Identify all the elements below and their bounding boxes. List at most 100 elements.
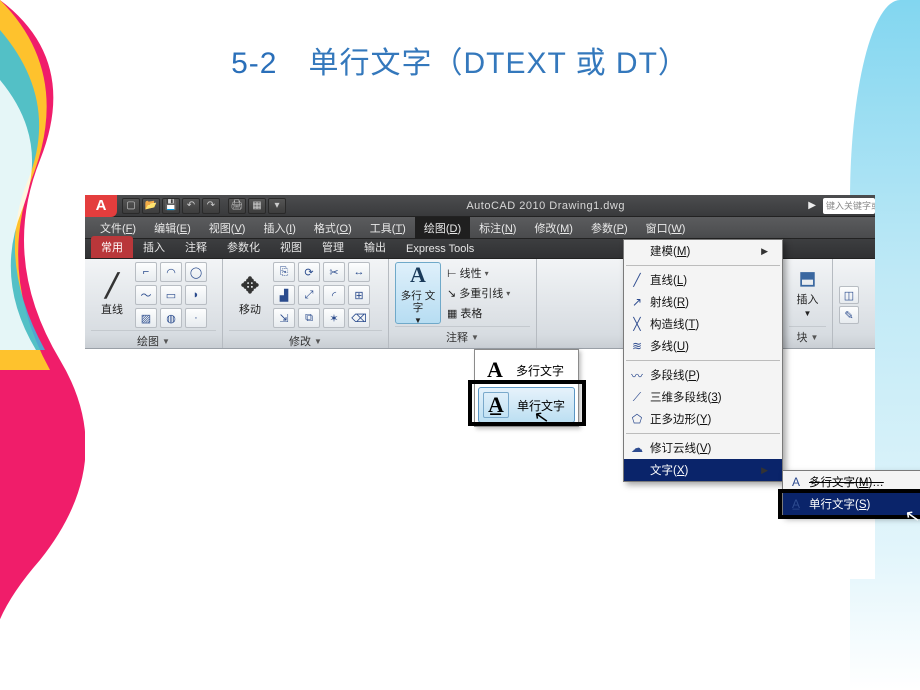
- submenu-item-label: 单行文字(S): [809, 496, 870, 512]
- create-block-icon[interactable]: ◫: [839, 286, 859, 304]
- rotate-icon[interactable]: ⟳: [298, 262, 320, 282]
- ribbon-tab[interactable]: 管理: [312, 236, 354, 258]
- scale-icon[interactable]: ⤢: [298, 285, 320, 305]
- menu-item-icon: ↗: [624, 295, 650, 309]
- menu-item[interactable]: 修改(M): [525, 217, 582, 239]
- dropdown-item-mtext[interactable]: A 多行文字: [478, 353, 575, 387]
- panel-annotate: A 多行 文字 ▼ ⊢ 线性 ▾ ↘ 多重引线 ▾ ▦ 表格 注释▼: [389, 259, 537, 348]
- menu-item-label: 多段线(P): [650, 367, 700, 383]
- trim-icon[interactable]: ✂: [323, 262, 345, 282]
- menu-item[interactable]: ≋多线(U): [624, 335, 782, 357]
- extend-icon[interactable]: ↔: [348, 262, 370, 282]
- array-icon[interactable]: ⊞: [348, 285, 370, 305]
- menu-item[interactable]: ⬠正多边形(Y): [624, 408, 782, 430]
- offset-icon[interactable]: ⧉: [298, 308, 320, 328]
- hatch-icon[interactable]: ▨: [135, 308, 157, 328]
- submenu-item-icon: A: [783, 475, 809, 489]
- ribbon-tab[interactable]: 插入: [133, 236, 175, 258]
- menu-item-label: 正多边形(Y): [650, 411, 711, 427]
- menu-item[interactable]: 建模(M)▶: [624, 240, 782, 262]
- explode-icon[interactable]: ✶: [323, 308, 345, 328]
- ribbon-tab[interactable]: 注释: [175, 236, 217, 258]
- mleader-button[interactable]: ↘ 多重引线 ▾: [443, 284, 514, 302]
- dropdown-item-dtext[interactable]: A̲ 单行文字: [478, 387, 575, 423]
- panel-title-draw[interactable]: 绘图▼: [91, 330, 216, 352]
- mtext-split-button[interactable]: A 多行 文字 ▼: [395, 262, 441, 324]
- copy-icon[interactable]: ⎘: [273, 262, 295, 282]
- menu-item[interactable]: ╱直线(L): [624, 269, 782, 291]
- menu-item[interactable]: ☁修订云线(V): [624, 437, 782, 459]
- menu-separator: [626, 265, 780, 266]
- stretch-icon[interactable]: ⇲: [273, 308, 295, 328]
- panel-insert: ⬒ 插入▼ 块▼: [783, 259, 833, 348]
- dtext-glyph-icon: A̲: [483, 392, 509, 418]
- move-button[interactable]: ✥ 移动: [229, 264, 271, 326]
- erase-icon[interactable]: ⌫: [348, 308, 370, 328]
- edit-block-icon[interactable]: ✎: [839, 306, 859, 324]
- arc-icon[interactable]: ◠: [160, 262, 182, 282]
- pline-icon[interactable]: ⌐: [135, 262, 157, 282]
- autocad-screenshot: ▢ 📂 💾 ↶ ↷ 🖨 ▦ ▾ AutoCAD 2010 Drawing1.dw…: [85, 195, 875, 579]
- quick-access-toolbar: ▢ 📂 💾 ↶ ↷ 🖨 ▦ ▾ AutoCAD 2010 Drawing1.dw…: [85, 195, 875, 217]
- menu-item[interactable]: 绘图(D): [415, 217, 470, 239]
- qat-plot-icon[interactable]: ▦: [248, 198, 266, 214]
- spline-icon[interactable]: 〜: [135, 285, 157, 305]
- ribbon-tab[interactable]: 输出: [354, 236, 396, 258]
- help-search-input[interactable]: 键入关键字或: [823, 198, 875, 214]
- menu-item[interactable]: 窗口(W): [637, 217, 695, 239]
- menu-item[interactable]: ↗射线(R): [624, 291, 782, 313]
- menu-item-icon: ☁: [624, 441, 650, 455]
- ribbon-tab[interactable]: 常用: [91, 236, 133, 258]
- panel-title-modify[interactable]: 修改▼: [229, 330, 382, 352]
- submenu-item[interactable]: A̲单行文字(S): [783, 493, 920, 515]
- slide-title: 5-2 单行文字（DTEXT 或 DT）: [0, 0, 920, 82]
- ellipse-icon[interactable]: ◗: [185, 285, 207, 305]
- menu-item-icon: ⬠: [624, 412, 650, 426]
- insert-button[interactable]: ⬒ 插入▼: [789, 262, 826, 324]
- submenu-item-icon: A̲: [783, 497, 809, 511]
- menu-item-label: 多线(U): [650, 338, 689, 354]
- rect-icon[interactable]: ▭: [160, 285, 182, 305]
- panel-modify: ✥ 移动 ⎘ ⟳ ✂ ↔ ▟ ⤢ ◜ ⊞ ⇲ ⧉ ✶: [223, 259, 389, 348]
- menu-item-label: 构造线(T): [650, 316, 699, 332]
- dim-linear-button[interactable]: ⊢ 线性 ▾: [443, 264, 514, 282]
- qat-more-icon[interactable]: ▾: [268, 198, 286, 214]
- menu-item[interactable]: 标注(N): [470, 217, 525, 239]
- mtext-dropdown: A 多行文字 A̲ 单行文字: [474, 349, 579, 427]
- line-button[interactable]: ╱ 直线: [91, 264, 133, 326]
- qat-save-icon[interactable]: 💾: [162, 198, 180, 214]
- panel-title-annotate[interactable]: 注释▼: [395, 326, 530, 348]
- ribbon-tab[interactable]: 视图: [270, 236, 312, 258]
- qat-open-icon[interactable]: 📂: [142, 198, 160, 214]
- text-submenu: A多行文字(M)…A̲单行文字(S): [782, 470, 920, 516]
- menu-item[interactable]: 文字(X)▶: [624, 459, 782, 481]
- qat-redo-icon[interactable]: ↷: [202, 198, 220, 214]
- qat-undo-icon[interactable]: ↶: [182, 198, 200, 214]
- fillet-icon[interactable]: ◜: [323, 285, 345, 305]
- menu-item[interactable]: ╳构造线(T): [624, 313, 782, 335]
- menu-item[interactable]: ⟋三维多段线(3): [624, 386, 782, 408]
- mirror-icon[interactable]: ▟: [273, 285, 295, 305]
- mtext-icon: A: [410, 262, 426, 288]
- menu-item-label: 修订云线(V): [650, 440, 711, 456]
- menu-item-label: 射线(R): [650, 294, 689, 310]
- ribbon-tab[interactable]: Express Tools: [396, 240, 484, 258]
- menu-separator: [626, 360, 780, 361]
- submenu-item[interactable]: A多行文字(M)…: [783, 471, 920, 493]
- menu-item-label: 三维多段线(3): [650, 389, 722, 405]
- menu-item[interactable]: 参数(P): [582, 217, 637, 239]
- titlebar-arrow-icon[interactable]: ▶: [808, 200, 816, 211]
- point-icon[interactable]: ·: [185, 308, 207, 328]
- region-icon[interactable]: ◍: [160, 308, 182, 328]
- panel-title-block[interactable]: 块▼: [789, 326, 826, 348]
- qat-new-icon[interactable]: ▢: [122, 198, 140, 214]
- ribbon-tab[interactable]: 参数化: [217, 236, 270, 258]
- circle-icon[interactable]: ◯: [185, 262, 207, 282]
- line-icon: ╱: [105, 273, 118, 299]
- app-logo[interactable]: [85, 195, 117, 217]
- menu-item-label: 建模(M): [650, 243, 690, 259]
- qat-print-icon[interactable]: 🖨: [228, 198, 246, 214]
- menu-item-label: 直线(L): [650, 272, 687, 288]
- table-button[interactable]: ▦ 表格: [443, 304, 514, 322]
- menu-item[interactable]: 〰多段线(P): [624, 364, 782, 386]
